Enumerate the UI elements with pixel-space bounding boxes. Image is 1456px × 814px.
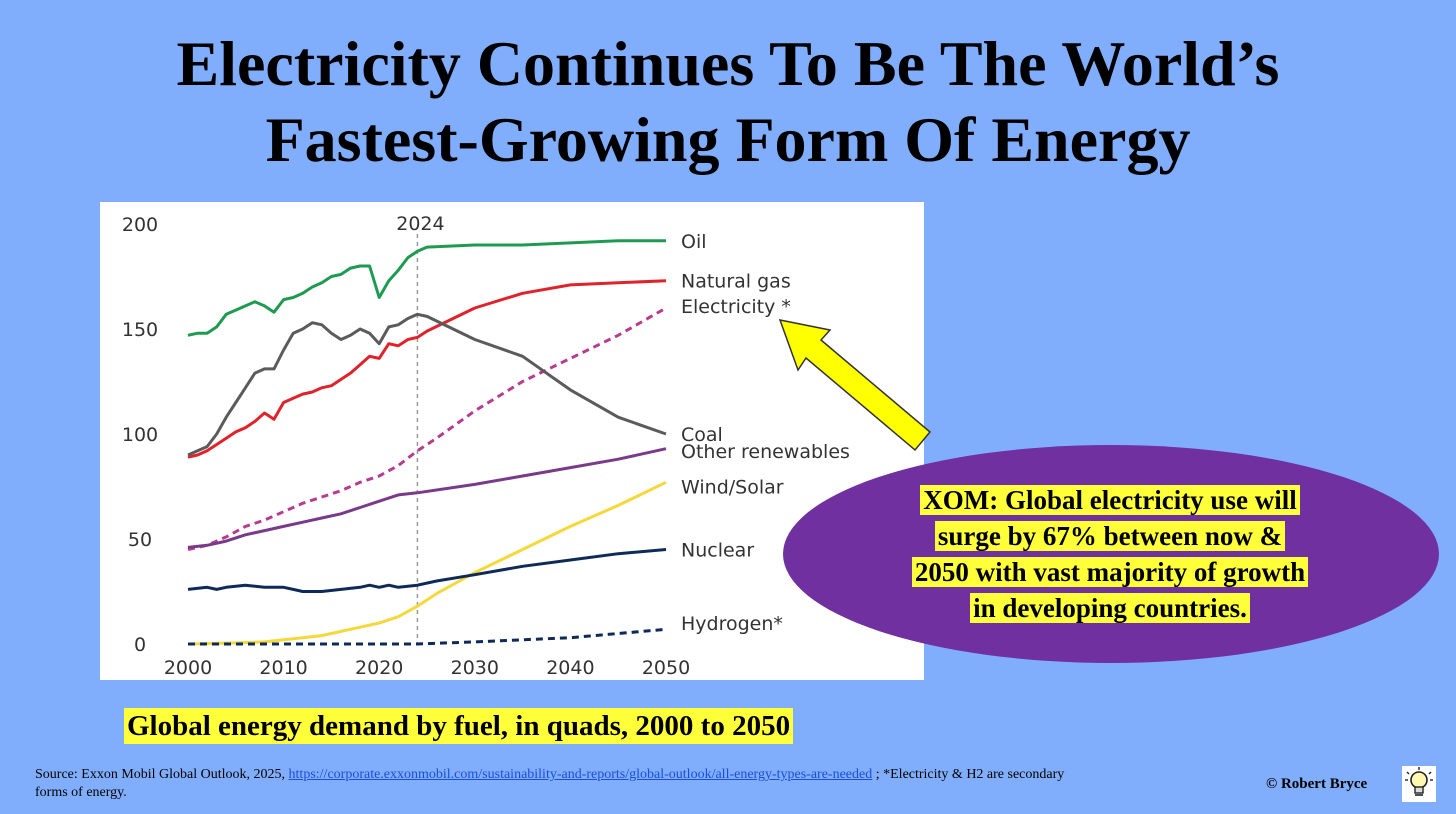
callout-ellipse [783,445,1439,663]
source-suffix: ; *Electricity & H2 are secondary forms … [35,767,1065,800]
callout-line-3: 2050 with vast majority of growth [911,557,1309,587]
y-tick-label: 100 [122,424,158,446]
series-label: Nuclear [681,540,754,562]
x-tick-label: 2030 [451,657,499,679]
series-label: Coal [681,424,723,446]
callout-arrow-icon [778,319,932,452]
series-label: Wind/Solar [681,477,784,499]
x-tick-label: 2050 [642,657,690,679]
series-line-coal [187,312,667,457]
year-2024-marker-label: 2024 [396,213,444,235]
y-tick-label: 50 [128,529,152,551]
series-label: Other renewables [681,441,850,463]
x-tick-label: 2010 [259,657,307,679]
callout-line-4: in developing countries. [970,593,1250,623]
chart-caption: Global energy demand by fuel, in quads, … [124,708,794,744]
source-note: Source: Exxon Mobil Global Outlook, 2025… [35,766,1065,802]
logo [1402,766,1436,802]
series-line-nuclear [187,548,667,593]
energy-demand-chart: 0 50 100 150 200 2000 2010 2020 2030 2040 2050 20… [122,213,850,679]
x-tick-label: 2000 [164,657,212,679]
page-title: Electricity Continues To Be The World’s … [0,26,1456,178]
copyright: © Robert Bryce [1266,776,1368,792]
y-tick-label: 0 [134,634,146,656]
callout-line-2: surge by 67% between now & [934,521,1286,551]
title-line-1: Electricity Continues To Be The World’s [176,28,1280,99]
lightbulb-icon [1405,767,1433,796]
chart-panel: 0 50 100 150 200 2000 2010 2020 2030 2040 2050 20… [100,202,924,680]
series-line-other-renewables [187,447,667,549]
series-line-wind-solar [187,480,667,646]
source-link[interactable]: https://corporate.exxonmobil.com/sustain… [288,767,873,782]
series-line-oil [187,239,666,337]
series-label: Hydrogen* [681,613,783,635]
x-tick-label: 2040 [546,657,594,679]
series-label: Oil [681,231,707,253]
y-tick-label: 150 [122,319,158,341]
source-prefix: Source: Exxon Mobil Global Outlook, 2025… [35,767,286,782]
series-label: Electricity * [681,296,791,318]
series-label: Natural gas [681,271,791,293]
title-line-2: Fastest-Growing Form Of Energy [265,104,1191,175]
callout-text: XOM: Global electricity use will surge b… [850,482,1370,626]
series-line-hydrogen [188,627,667,646]
series-line-natural-gas [187,279,667,459]
y-tick-label: 200 [122,214,158,236]
x-tick-label: 2020 [355,657,403,679]
series-line-electricity [187,306,667,551]
callout-line-1: XOM: Global electricity use will [920,485,1300,515]
